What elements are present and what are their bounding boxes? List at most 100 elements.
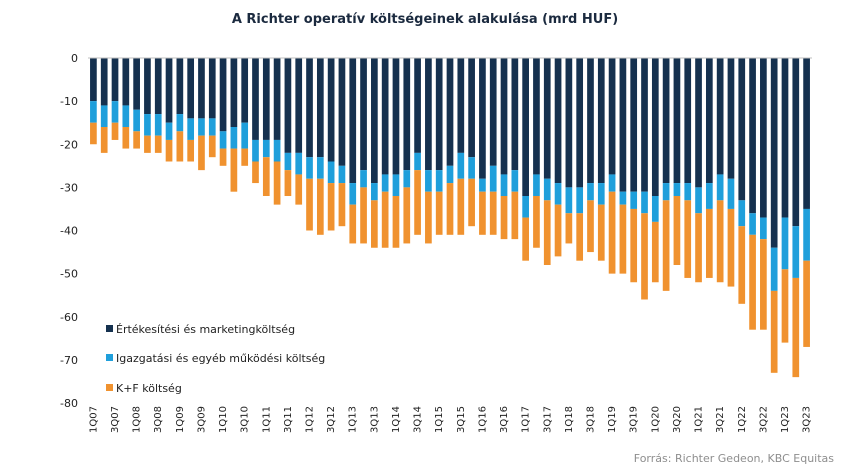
bar-segment-series-2 bbox=[673, 183, 681, 196]
bar-segment-series-3 bbox=[198, 135, 205, 171]
bar-segment-series-2 bbox=[684, 183, 692, 201]
bar-segment-series-2 bbox=[705, 183, 713, 209]
bar-segment-series-1 bbox=[608, 58, 616, 175]
bar-segment-series-2 bbox=[630, 191, 638, 209]
bar-segment-series-2 bbox=[587, 183, 594, 201]
bar-segment-series-1 bbox=[749, 58, 756, 214]
x-tick-label: 3Q22 bbox=[758, 406, 769, 433]
bar-segment-series-1 bbox=[252, 58, 259, 140]
bar-segment-series-3 bbox=[306, 178, 313, 231]
bar-segment-series-3 bbox=[543, 200, 551, 265]
bar-segment-series-3 bbox=[760, 239, 767, 330]
x-tick-label: 1Q21 bbox=[694, 406, 705, 433]
bar-segment-series-1 bbox=[316, 58, 324, 158]
x-tick-label: 1Q14 bbox=[391, 406, 402, 433]
bar-segment-series-2 bbox=[738, 200, 746, 227]
bar-segment-series-3 bbox=[241, 148, 249, 166]
bar-segment-series-3 bbox=[651, 221, 659, 283]
bar-segment-series-3 bbox=[435, 191, 443, 235]
x-tick-label: 1Q22 bbox=[737, 406, 748, 433]
bar-segment-series-2 bbox=[554, 183, 562, 205]
bar-segment-series-2 bbox=[198, 118, 205, 136]
bar-segment-series-1 bbox=[176, 58, 184, 115]
bar-segment-series-3 bbox=[479, 191, 486, 235]
bar-segment-series-1 bbox=[457, 58, 465, 153]
bars bbox=[88, 57, 812, 378]
bar-segment-series-1 bbox=[781, 58, 789, 218]
bar-segment-series-3 bbox=[111, 122, 119, 140]
bar-segment-series-2 bbox=[144, 114, 151, 136]
x-tick-label: 3Q15 bbox=[456, 406, 467, 433]
bar-segment-series-2 bbox=[619, 191, 627, 205]
bar-segment-series-2 bbox=[371, 183, 378, 201]
bar-segment-series-3 bbox=[122, 127, 130, 149]
bar-segment-series-3 bbox=[792, 277, 800, 378]
bar-segment-series-3 bbox=[597, 204, 605, 261]
bar-segment-series-2 bbox=[392, 174, 400, 196]
bar-segment-series-2 bbox=[565, 187, 573, 214]
bar-segment-series-3 bbox=[295, 174, 303, 205]
bar-segment-series-1 bbox=[90, 58, 97, 102]
x-tick-label: 3Q08 bbox=[153, 406, 164, 433]
bar-segment-series-1 bbox=[111, 58, 119, 102]
bar-segment-series-3 bbox=[316, 178, 324, 235]
bar-segment-series-1 bbox=[392, 58, 400, 175]
bar-segment-series-1 bbox=[381, 58, 389, 175]
bar-segment-series-3 bbox=[749, 234, 756, 330]
bar-segment-series-2 bbox=[576, 187, 584, 214]
bar-segment-series-2 bbox=[122, 105, 130, 127]
bar-segment-series-1 bbox=[122, 58, 130, 106]
bar-segment-series-3 bbox=[716, 200, 724, 283]
bar-segment-series-2 bbox=[284, 152, 292, 171]
bar-segment-series-3 bbox=[360, 187, 367, 244]
x-tick-label: 3Q14 bbox=[413, 406, 424, 433]
bar-segment-series-3 bbox=[425, 191, 432, 244]
y-tick-label: -30 bbox=[60, 181, 78, 194]
bar-segment-series-3 bbox=[500, 196, 508, 240]
bar-segment-series-1 bbox=[295, 58, 303, 153]
bar-segment-series-1 bbox=[727, 58, 735, 179]
bar-segment-series-2 bbox=[230, 127, 238, 149]
bar-segment-series-2 bbox=[316, 157, 324, 179]
bar-segment-series-1 bbox=[770, 58, 778, 248]
x-tick-label: 3Q11 bbox=[283, 406, 294, 433]
bar-segment-series-3 bbox=[392, 196, 400, 248]
bar-segment-series-3 bbox=[133, 131, 140, 149]
x-tick-label: 1Q12 bbox=[305, 406, 316, 433]
x-tick-label: 1Q18 bbox=[564, 406, 575, 433]
bar-segment-series-2 bbox=[533, 174, 540, 196]
bar-segment-series-1 bbox=[468, 58, 475, 158]
bar-segment-series-2 bbox=[252, 139, 259, 162]
bar-segment-series-3 bbox=[230, 148, 238, 192]
x-tick-label: 1Q16 bbox=[477, 406, 488, 433]
bar-segment-series-2 bbox=[792, 226, 800, 278]
bar-segment-series-2 bbox=[727, 178, 735, 209]
bar-segment-series-2 bbox=[111, 101, 119, 123]
bar-segment-series-3 bbox=[533, 196, 540, 248]
bar-segment-series-1 bbox=[673, 58, 681, 184]
bar-segment-series-2 bbox=[770, 247, 778, 291]
x-tick-label: 3Q07 bbox=[110, 406, 121, 433]
x-tick-label: 1Q10 bbox=[218, 406, 229, 433]
bar-segment-series-1 bbox=[360, 58, 367, 171]
bar-segment-series-2 bbox=[154, 114, 162, 136]
bar-segment-series-1 bbox=[306, 58, 313, 158]
bar-segment-series-1 bbox=[565, 58, 573, 188]
bar-segment-series-1 bbox=[154, 58, 162, 115]
bar-segment-series-1 bbox=[425, 58, 432, 171]
bar-segment-series-2 bbox=[641, 191, 648, 214]
bar-segment-series-3 bbox=[489, 191, 497, 235]
legend-label-series-3: K+F költség bbox=[116, 382, 182, 395]
bar-segment-series-1 bbox=[543, 58, 551, 179]
bar-segment-series-2 bbox=[187, 118, 195, 140]
bar-segment-series-2 bbox=[262, 139, 270, 158]
bar-segment-series-1 bbox=[371, 58, 378, 184]
bar-segment-series-3 bbox=[803, 260, 810, 347]
bar-segment-series-1 bbox=[349, 58, 357, 184]
bar-segment-series-2 bbox=[327, 161, 335, 184]
bar-segment-series-3 bbox=[414, 170, 421, 235]
bar-segment-series-3 bbox=[208, 135, 216, 158]
bar-segment-series-3 bbox=[770, 290, 778, 373]
bar-segment-series-3 bbox=[100, 127, 108, 153]
